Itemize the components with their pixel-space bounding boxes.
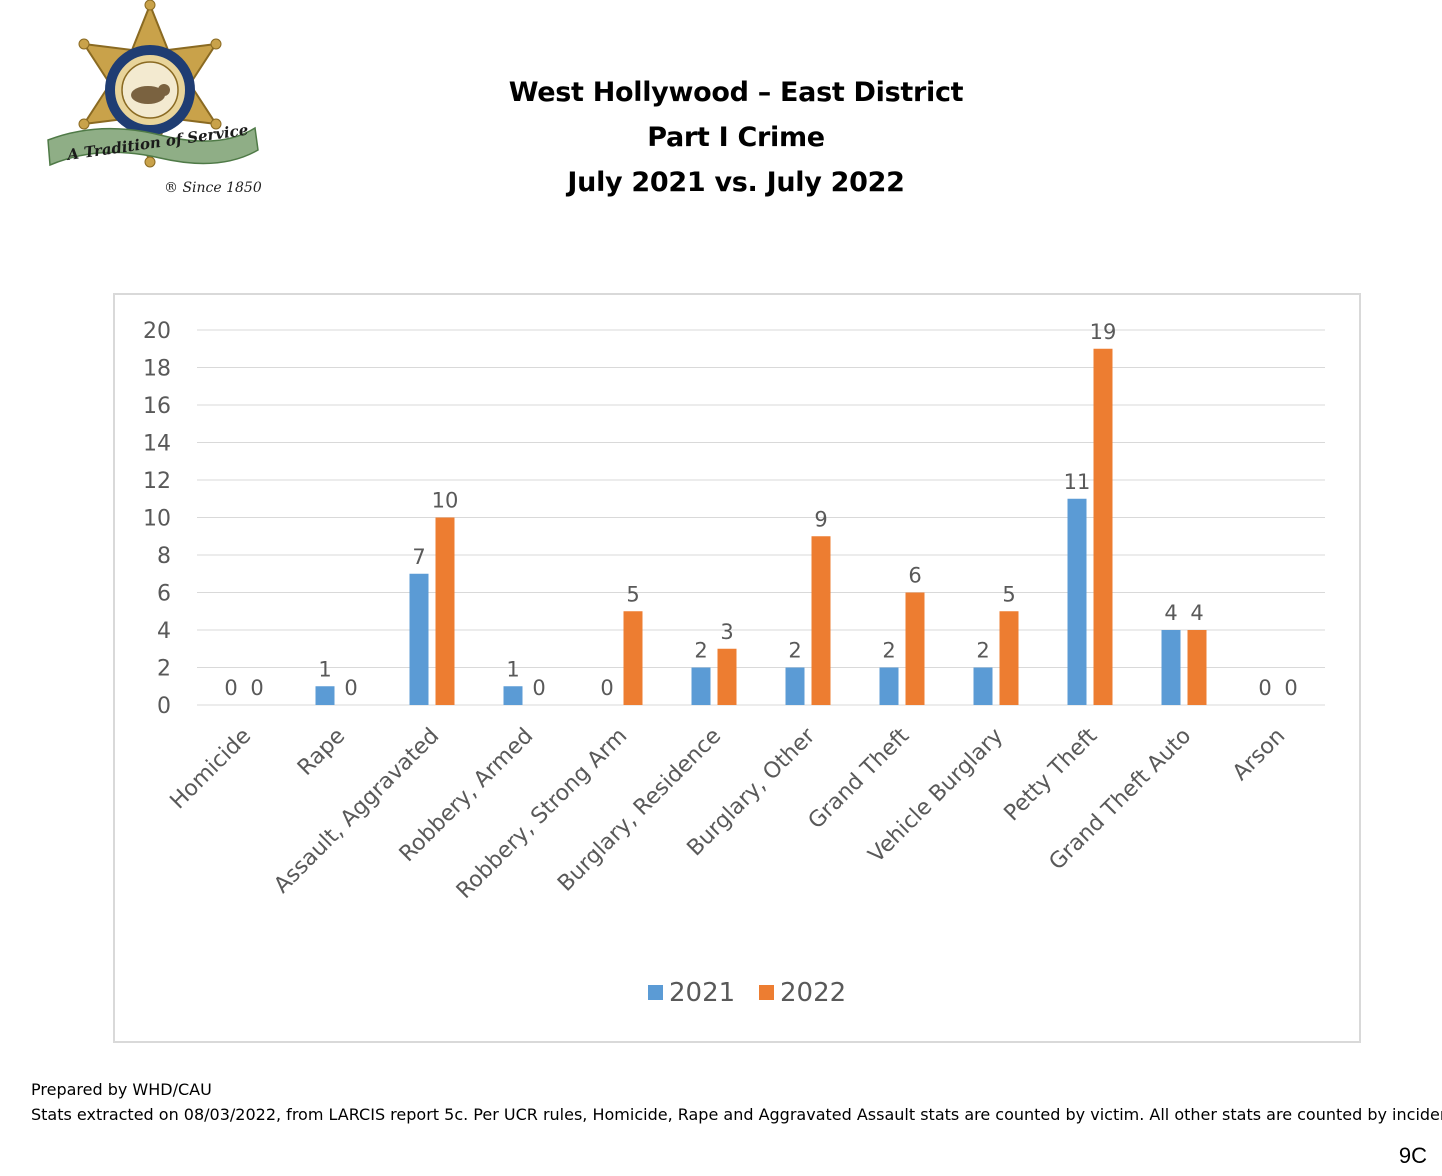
data-label: 0 xyxy=(1284,676,1297,700)
bar-2022 xyxy=(999,611,1019,705)
data-label: 2 xyxy=(694,639,707,663)
x-tick-label: Petty Theft xyxy=(1000,723,1103,826)
data-label: 0 xyxy=(600,676,613,700)
y-tick-label: 12 xyxy=(143,469,171,494)
y-tick-label: 20 xyxy=(143,319,171,344)
title-line-2: Part I Crime xyxy=(647,122,825,153)
data-label: 10 xyxy=(432,489,459,513)
y-tick-label: 2 xyxy=(157,657,171,682)
data-label: 2 xyxy=(882,639,895,663)
bar-2022 xyxy=(811,536,831,705)
x-tick-label: Assault, Aggravated xyxy=(269,724,444,899)
data-label: 0 xyxy=(224,676,237,700)
y-tick-label: 6 xyxy=(157,582,171,607)
bar-2021 xyxy=(691,667,711,705)
data-label: 2 xyxy=(976,639,989,663)
bar-2021 xyxy=(785,667,805,705)
since-text: ® Since 1850 xyxy=(164,180,262,196)
sheriff-badge-logo: A Tradition of Service ® Since 1850 xyxy=(47,0,262,196)
prepared-by-text: Prepared by WHD/CAU xyxy=(31,1080,212,1099)
bar-2021 xyxy=(503,686,523,705)
bar-2021 xyxy=(973,667,993,705)
legend-swatch-2021 xyxy=(648,985,663,1000)
data-label: 0 xyxy=(344,676,357,700)
legend-swatch-2022 xyxy=(759,985,774,1000)
bar-2021 xyxy=(879,667,899,705)
bar-2022 xyxy=(1187,630,1207,705)
data-label: 9 xyxy=(814,507,827,531)
y-tick-label: 0 xyxy=(157,694,171,719)
bar-2022 xyxy=(1093,348,1113,705)
title-line-3: July 2021 vs. July 2022 xyxy=(567,167,905,198)
y-tick-label: 16 xyxy=(143,394,171,419)
bar-2021 xyxy=(1161,630,1181,705)
y-tick-label: 8 xyxy=(157,544,171,569)
data-label: 19 xyxy=(1090,320,1117,344)
data-label: 5 xyxy=(626,582,639,606)
data-label: 0 xyxy=(1258,676,1271,700)
legend-label: 2021 xyxy=(669,978,735,1008)
data-label: 7 xyxy=(412,545,425,569)
bar-2022 xyxy=(435,517,455,705)
x-tick-label: Homicide xyxy=(166,724,257,815)
bar-2022 xyxy=(717,648,737,705)
x-tick-label: Arson xyxy=(1228,724,1290,786)
bar-2022 xyxy=(905,592,925,705)
data-label: 2 xyxy=(788,639,801,663)
y-tick-label: 4 xyxy=(157,619,171,644)
legend-label: 2022 xyxy=(780,978,846,1008)
bar-2021 xyxy=(1067,498,1087,705)
data-label: 4 xyxy=(1164,601,1177,625)
bar-2022 xyxy=(623,611,643,705)
page-number: 9C xyxy=(1398,1143,1427,1168)
report-title: West Hollywood – East District Part I Cr… xyxy=(436,70,1036,205)
x-tick-label: Burglary, Residence xyxy=(553,724,726,897)
data-label: 0 xyxy=(250,676,263,700)
data-label: 1 xyxy=(318,657,331,681)
title-line-1: West Hollywood – East District xyxy=(508,77,964,108)
x-tick-label: Robbery, Strong Arm xyxy=(452,724,632,904)
data-label: 4 xyxy=(1190,601,1203,625)
data-label: 5 xyxy=(1002,582,1015,606)
chart-frame: 0 2 4 6 8 10 12 14 16 18 20 0 0 Homicide 1 0 Rape 7 10 Assa… xyxy=(113,293,1361,1043)
y-tick-label: 10 xyxy=(143,507,171,532)
data-label: 11 xyxy=(1064,470,1091,494)
bar-2021 xyxy=(409,573,429,705)
data-label: 3 xyxy=(720,620,733,644)
stats-note-text: Stats extracted on 08/03/2022, from LARC… xyxy=(31,1105,1442,1124)
y-tick-label: 14 xyxy=(143,432,171,457)
x-tick-label: Rape xyxy=(293,724,350,781)
star-badge-icon xyxy=(78,0,222,168)
data-label: 0 xyxy=(532,676,545,700)
data-label: 1 xyxy=(506,657,519,681)
y-tick-label: 18 xyxy=(143,357,171,382)
data-label: 6 xyxy=(908,564,921,588)
bar-2021 xyxy=(315,686,335,705)
